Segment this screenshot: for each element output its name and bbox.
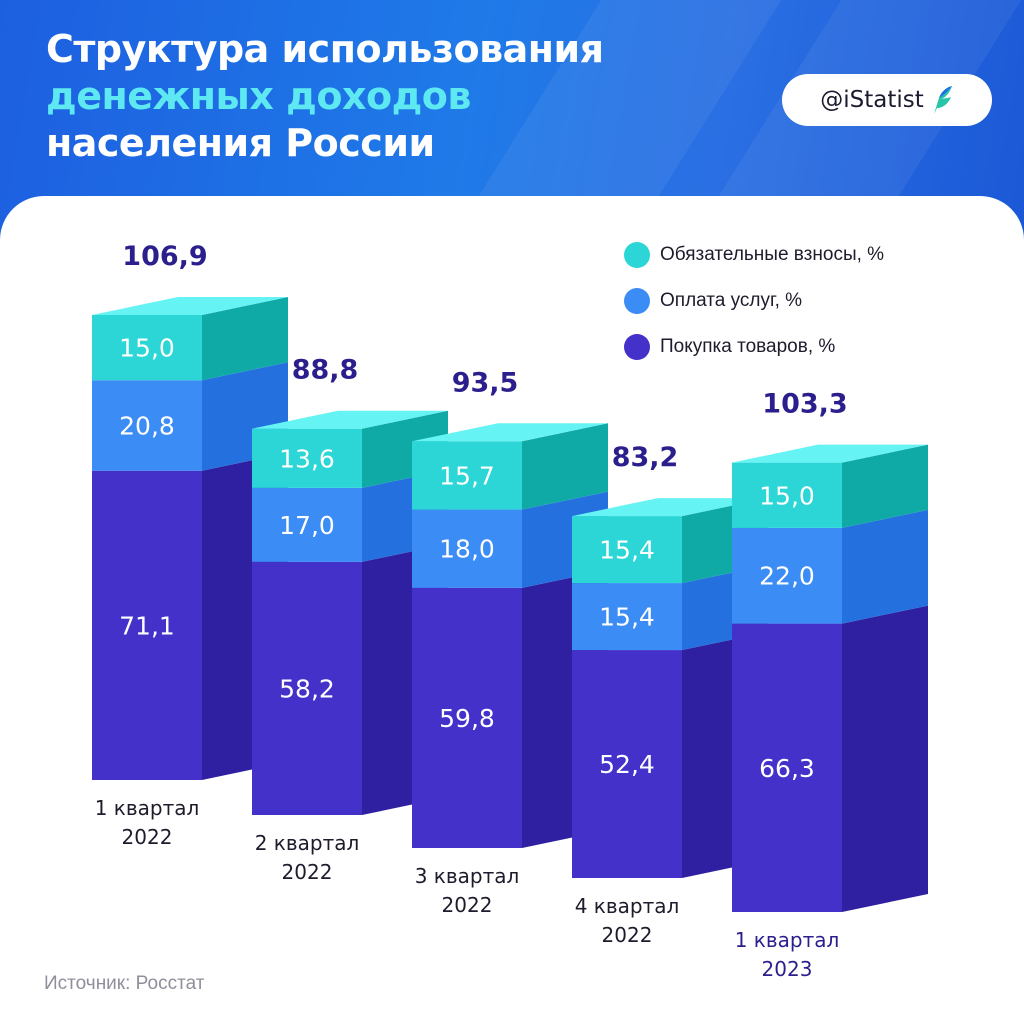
- bar-services-3: [572, 583, 682, 651]
- bar-mandatory-4: [732, 462, 842, 528]
- bar-services-4: [732, 527, 842, 624]
- bar-top-0: [92, 296, 288, 315]
- total-label-2: 93,5: [452, 367, 519, 398]
- value-label-services-1: 17,0: [279, 511, 335, 540]
- value-label-mandatory-1: 13,6: [279, 444, 335, 473]
- value-label-goods-4: 66,3: [759, 754, 815, 783]
- value-label-services-4: 22,0: [759, 562, 815, 591]
- brand-handle: @iStatist: [820, 87, 924, 113]
- value-label-goods-0: 71,1: [119, 611, 175, 640]
- value-label-services-2: 18,0: [439, 535, 495, 564]
- bar-services-1: [252, 487, 362, 562]
- legend-item-services: Оплата услуг, %: [624, 278, 884, 324]
- legend-label-mandatory: Обязательные взносы, %: [660, 244, 885, 265]
- bar-top-4: [732, 444, 928, 463]
- value-label-goods-1: 58,2: [279, 674, 335, 703]
- value-label-services-3: 15,4: [599, 603, 655, 632]
- category-label-4-line-1: 2023: [762, 957, 813, 981]
- legend-item-goods: Покупка товаров, %: [624, 324, 884, 370]
- category-label-2-line-1: 2022: [442, 893, 493, 917]
- source-note: Источник: Росстат: [44, 973, 205, 994]
- legend-label-services: Оплата услуг, %: [660, 290, 803, 311]
- legend-label-goods: Покупка товаров, %: [660, 336, 836, 357]
- total-label-1: 88,8: [292, 355, 359, 386]
- legend-swatch-services: [624, 288, 650, 314]
- bar-services-2: [412, 509, 522, 588]
- bar-mandatory-0: [92, 314, 202, 381]
- category-label-0-line-1: 2022: [122, 825, 173, 849]
- total-label-4: 103,3: [762, 389, 847, 420]
- bar-mandatory-3: [572, 516, 682, 584]
- bar-side-services-4: [842, 509, 928, 624]
- category-label-3-line-1: 2022: [602, 923, 653, 947]
- total-label-0: 106,9: [122, 241, 207, 272]
- istatist-leaf-logo-icon: [933, 86, 952, 114]
- chart-legend: Обязательные взносы, % Оплата услуг, % П…: [624, 232, 884, 370]
- value-label-goods-3: 52,4: [599, 750, 655, 779]
- bar-side-mandatory-2: [522, 423, 608, 510]
- value-label-mandatory-4: 15,0: [759, 481, 815, 510]
- legend-swatch-goods: [624, 334, 650, 360]
- bar-mandatory-2: [412, 441, 522, 510]
- bar-side-mandatory-4: [842, 444, 928, 528]
- page-title: Структура использования денежных доходов…: [46, 26, 604, 167]
- bar-top-1: [252, 410, 448, 429]
- value-label-goods-2: 59,8: [439, 704, 495, 733]
- bar-top-3: [572, 498, 768, 517]
- legend-item-mandatory: Обязательные взносы, %: [624, 232, 884, 278]
- bar-goods-1: [252, 561, 362, 815]
- bar-side-mandatory-0: [202, 296, 288, 381]
- value-label-mandatory-3: 15,4: [599, 536, 655, 565]
- bar-services-0: [92, 380, 202, 471]
- category-label-3-line-0: 4 квартал: [575, 894, 680, 918]
- bar-goods-3: [572, 650, 682, 878]
- category-label-1-line-1: 2022: [282, 860, 333, 884]
- value-label-mandatory-0: 15,0: [119, 334, 175, 363]
- value-label-services-0: 20,8: [119, 411, 175, 440]
- bar-mandatory-1: [252, 428, 362, 488]
- bar-top-2: [412, 423, 608, 442]
- title-line-3: населения России: [46, 121, 435, 165]
- category-label-2-line-0: 3 квартал: [415, 864, 520, 888]
- category-label-4-line-0: 1 квартал: [735, 928, 840, 952]
- category-label-1-line-0: 2 квартал: [255, 831, 360, 855]
- value-label-mandatory-2: 15,7: [439, 461, 495, 490]
- legend-swatch-mandatory: [624, 242, 650, 268]
- title-line-1: Структура использования: [46, 27, 604, 71]
- total-label-3: 83,2: [612, 442, 679, 473]
- bar-goods-4: [732, 623, 842, 912]
- brand-badge[interactable]: @iStatist: [782, 74, 992, 126]
- bar-side-goods-4: [842, 605, 928, 912]
- title-line-2: денежных доходов: [46, 74, 471, 118]
- bar-goods-0: [92, 470, 202, 780]
- bar-goods-2: [412, 587, 522, 848]
- category-label-0-line-0: 1 квартал: [95, 796, 200, 820]
